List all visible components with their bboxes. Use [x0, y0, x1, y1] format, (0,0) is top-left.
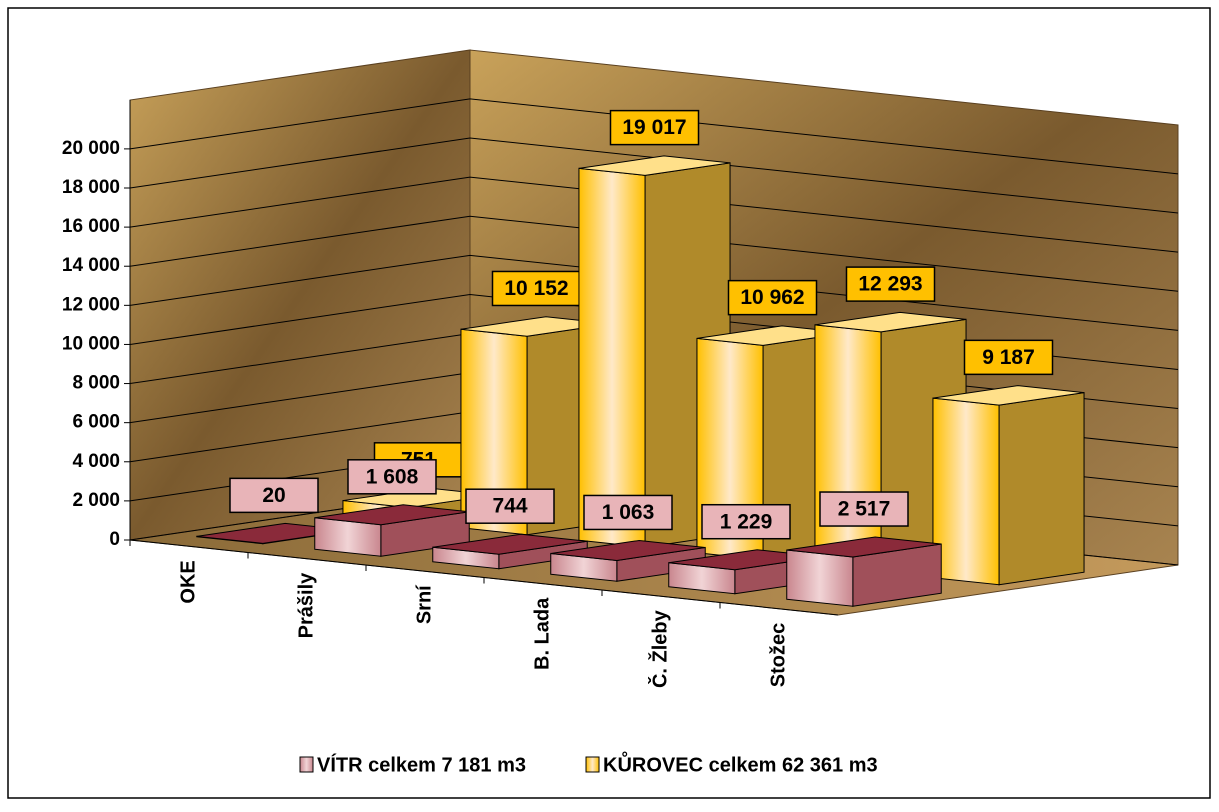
value-label: 1 229	[720, 510, 773, 533]
bar-front	[814, 324, 882, 573]
bar-front	[578, 167, 646, 548]
bar-top	[578, 155, 731, 176]
value-label: 744	[492, 495, 527, 518]
legend-label: KŮROVEC celkem 62 361 m3	[603, 750, 878, 776]
value-label: 2 517	[838, 498, 891, 521]
value-label: 12 293	[858, 273, 922, 296]
legend-swatch	[585, 756, 600, 773]
grid-line	[129, 137, 1179, 214]
grid-line	[129, 254, 1179, 331]
bar-front	[786, 549, 854, 607]
value-label: 1 608	[366, 465, 419, 488]
y-tick-label: 6 000	[72, 412, 120, 433]
value-label-box	[963, 339, 1054, 376]
value-label-box	[701, 503, 791, 540]
bar-top	[432, 533, 588, 555]
value-label-box	[491, 270, 582, 307]
bar-top	[786, 536, 942, 558]
bar-top	[814, 311, 967, 333]
y-tick-label: 20 000	[62, 138, 120, 159]
bar-top	[550, 539, 706, 561]
x-tick-label: Č. Žleby	[647, 609, 671, 688]
grid-line	[129, 98, 1179, 175]
grid-line	[129, 215, 1179, 292]
bar-top	[932, 385, 1085, 406]
value-label: 1 063	[602, 501, 655, 524]
value-label-box	[609, 109, 700, 146]
legend-swatch	[299, 756, 314, 773]
y-tick-label: 2 000	[72, 490, 120, 511]
value-label: 10 152	[504, 277, 568, 300]
value-label: 20	[262, 484, 285, 507]
value-label-box	[347, 459, 437, 495]
bar-side	[998, 392, 1085, 586]
y-tick-label: 4 000	[72, 451, 120, 472]
y-tick-label: 8 000	[72, 373, 120, 394]
legend-label: VÍTR celkem 7 181 m3	[317, 753, 526, 776]
x-tick-label: Prášily	[295, 572, 317, 638]
y-tick-label: 18 000	[62, 177, 120, 198]
y-tick-label: 14 000	[62, 255, 120, 276]
bar-front	[932, 397, 1000, 586]
value-label-box	[727, 279, 818, 316]
value-label: 10 962	[740, 286, 804, 309]
x-tick-label: Stožec	[767, 623, 789, 687]
value-label-box	[229, 477, 319, 514]
grid-line	[129, 176, 1179, 253]
value-label-box	[845, 266, 936, 302]
y-tick-label: 10 000	[62, 333, 120, 354]
value-label: 9 187	[982, 346, 1035, 369]
value-label-box	[819, 491, 909, 527]
value-label-box	[465, 488, 555, 524]
y-tick-label: 12 000	[62, 294, 120, 315]
value-label-box	[583, 494, 673, 531]
y-tick-label: 16 000	[62, 216, 120, 237]
x-tick-label: B. Lada	[531, 597, 553, 670]
x-tick-label: Srní	[413, 584, 435, 624]
value-label: 19 017	[622, 116, 686, 139]
y-tick-label: 0	[109, 529, 120, 550]
x-tick-label: OKE	[177, 560, 199, 603]
